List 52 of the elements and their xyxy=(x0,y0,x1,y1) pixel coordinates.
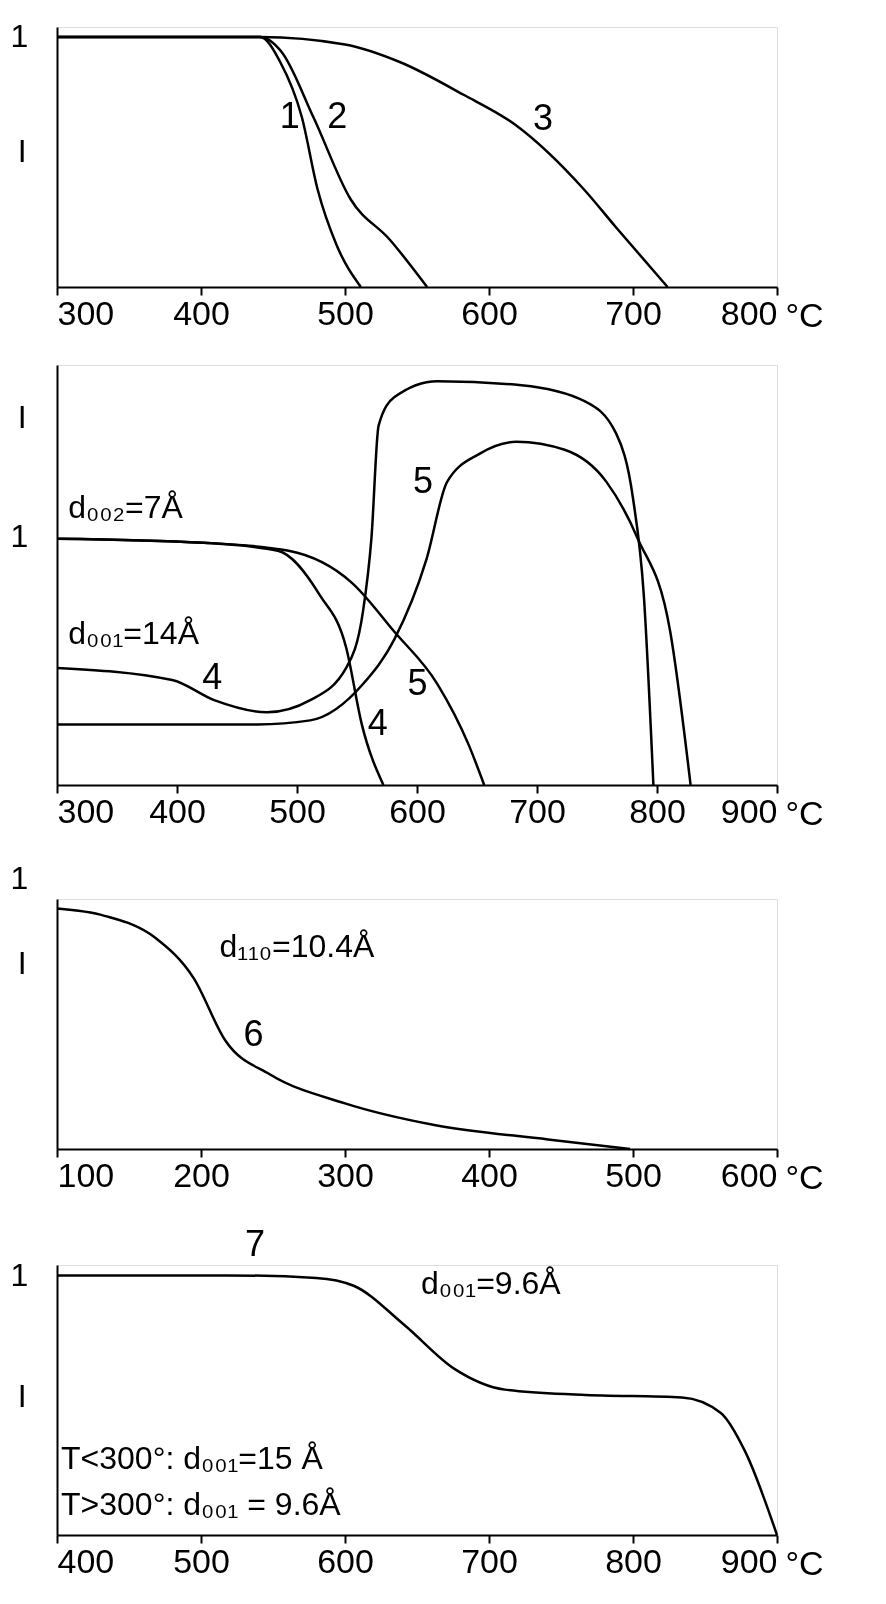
x-tick-label: 400 xyxy=(173,293,230,332)
x-tick-label: 800 xyxy=(605,1541,662,1580)
x-axis-title: °C xyxy=(785,1543,824,1582)
annotation: d₀₀₁=9.6Å xyxy=(421,1264,562,1301)
x-tick-label: 500 xyxy=(269,791,326,830)
series-label: 4 xyxy=(367,702,388,744)
text: I xyxy=(17,1378,27,1415)
text: I xyxy=(17,398,27,435)
series-label: 4 xyxy=(202,656,223,698)
annotation: d₀₀₂=7Å xyxy=(68,488,184,525)
series-label: 5 xyxy=(407,662,428,704)
annotation: T<300°: d₀₀₁=15 Å xyxy=(61,1440,324,1477)
x-tick-label: 300 xyxy=(57,791,115,830)
x-tick-label: 300 xyxy=(57,293,115,332)
series-label: 3 xyxy=(532,96,553,138)
x-tick-label: 800 xyxy=(720,293,778,332)
text: 1 xyxy=(10,18,29,55)
series-label: 7 xyxy=(244,1223,265,1265)
x-tick-label: 600 xyxy=(389,791,446,830)
x-axis-title: °C xyxy=(785,1157,824,1196)
x-tick-label: 700 xyxy=(461,1541,518,1580)
x-axis-title: °C xyxy=(785,295,824,334)
x-axis-title: °C xyxy=(785,793,824,832)
x-tick-label: 600 xyxy=(461,293,518,332)
x-tick-label: 700 xyxy=(509,791,566,830)
x-tick-label: 600 xyxy=(317,1541,374,1580)
x-tick-label: 500 xyxy=(605,1155,662,1194)
x-tick-label: 200 xyxy=(173,1155,230,1194)
x-tick-label: 400 xyxy=(149,791,206,830)
x-tick-label: 700 xyxy=(605,293,662,332)
x-tick-label: 400 xyxy=(57,1541,115,1580)
text: 1 xyxy=(10,518,29,555)
annotation: T>300°: d₀₀₁ = 9.6Å xyxy=(61,1486,342,1523)
series-label: 5 xyxy=(413,460,434,502)
x-tick-label: 900 xyxy=(720,1541,778,1580)
x-tick-label: 500 xyxy=(317,293,374,332)
series-label: 6 xyxy=(243,1012,264,1054)
text: 1 xyxy=(10,1256,29,1293)
annotation: d₁₁₀=10.4Å xyxy=(219,927,376,964)
x-tick-label: 100 xyxy=(57,1155,115,1194)
x-tick-label: 600 xyxy=(720,1155,778,1194)
x-tick-label: 300 xyxy=(317,1155,374,1194)
text: 1 xyxy=(10,860,29,896)
x-tick-label: 900 xyxy=(720,791,778,830)
annotation: d₀₀₁=14Å xyxy=(68,614,200,651)
text: I xyxy=(17,132,27,169)
series-label: 2 xyxy=(327,95,348,136)
x-tick-label: 400 xyxy=(461,1155,518,1194)
x-tick-label: 800 xyxy=(629,791,686,830)
text: I xyxy=(17,945,27,981)
series-label: 1 xyxy=(279,95,300,136)
x-tick-label: 500 xyxy=(173,1541,230,1580)
